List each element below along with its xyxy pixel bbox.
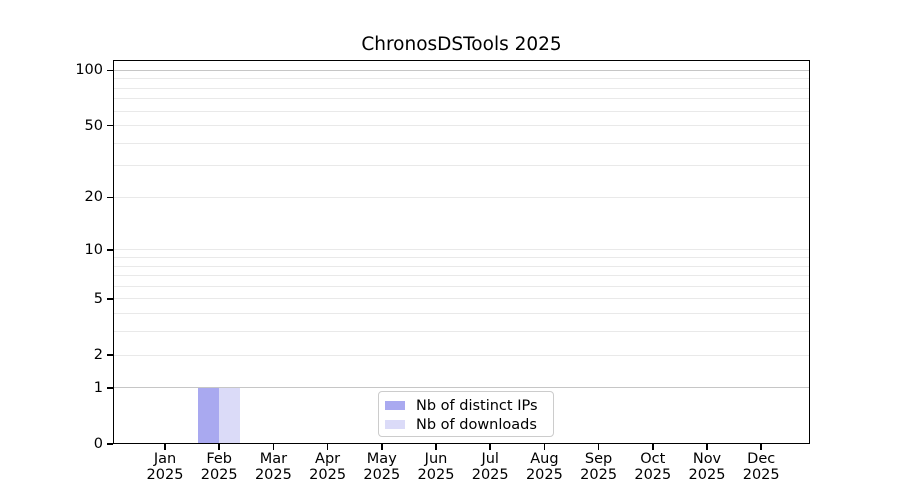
y-gridline-minor [114,265,809,267]
y-gridline-minor [114,125,809,127]
x-axis-tick [326,444,329,450]
x-axis-tick [164,444,166,450]
y-gridline-minor [114,275,809,277]
legend-item: Nb of downloads [385,415,553,434]
legend: Nb of distinct IPs Nb of downloads [378,391,554,437]
x-tick-label-oct: Oct 2025 [621,451,685,483]
x-axis-tick [652,444,654,450]
x-axis-tick [272,444,275,450]
x-tick-year: 2025 [580,466,618,483]
x-tick-month: Jun [424,451,448,467]
y-tick-label: 1 [93,379,103,396]
x-tick-year: 2025 [200,466,238,483]
legend-label: Nb of distinct IPs [416,397,538,414]
x-tick-month: May [366,451,397,467]
y-tick-label: 100 [75,62,103,79]
x-tick-month: Nov [692,451,722,467]
y-gridline-minor [114,87,809,89]
legend-label: Nb of downloads [416,416,537,433]
y-gridline-minor [114,313,809,315]
x-tick-month: Feb [206,451,233,467]
x-tick-year: 2025 [525,466,563,483]
x-tick-label-may: May 2025 [350,451,414,483]
x-axis-tick [706,444,708,450]
y-axis-tick [107,196,113,199]
x-tick-year: 2025 [363,466,401,483]
y-gridline-minor [114,257,809,259]
y-axis-tick [107,124,113,127]
y-axis-tick [107,249,113,251]
x-tick-month: Jan [153,451,177,467]
x-axis-tick [489,444,491,450]
legend-swatch [385,419,405,430]
y-gridline-minor [114,249,809,251]
x-tick-label-mar: Mar 2025 [241,451,305,483]
y-gridline-minor [114,354,809,356]
y-axis-tick [107,298,113,300]
x-tick-label-aug: Aug 2025 [512,451,576,483]
y-axis-tick [107,354,113,356]
x-tick-label-jun: Jun 2025 [404,451,468,483]
x-tick-month: Dec [747,451,776,467]
x-axis-tick [597,444,600,450]
x-tick-label-jan: Jan 2025 [133,451,197,483]
y-gridline-minor [114,98,809,100]
y-tick-label: 20 [84,189,103,206]
x-tick-label-apr: Apr 2025 [296,451,360,483]
x-tick-month: Jul [481,451,499,467]
x-tick-month: Aug [530,451,559,467]
y-tick-label: 0 [93,436,103,452]
x-axis-tick [760,444,762,450]
x-tick-year: 2025 [634,466,672,483]
y-gridline-minor [114,285,809,287]
y-gridline-minor [114,331,809,333]
bar-nb-of-downloads [219,387,241,444]
legend-swatch [385,400,405,411]
x-tick-year: 2025 [417,466,455,483]
x-tick-year: 2025 [742,466,780,483]
y-tick-label: 2 [93,347,103,364]
x-tick-label-sep: Sep 2025 [567,451,631,483]
x-tick-label-feb: Feb 2025 [187,451,251,483]
x-tick-year: 2025 [254,466,292,483]
y-axis-tick [107,443,113,445]
bar-nb-of-distinct-ips [197,387,220,444]
x-tick-label-nov: Nov 2025 [675,451,739,483]
y-tick-label: 50 [84,117,103,134]
y-gridline-minor [114,142,809,144]
x-tick-year: 2025 [688,466,726,483]
y-gridline-minor [114,78,809,80]
x-tick-month: Oct [640,451,666,467]
plot-area [113,60,810,444]
x-axis-tick [435,444,437,450]
y-gridline-minor [114,196,809,198]
y-gridline-major [114,69,809,71]
x-tick-month: Mar [259,451,288,467]
x-tick-month: Apr [315,451,341,467]
chart-title: ChronosDSTools 2025 [361,34,562,55]
x-axis-tick [381,444,383,450]
y-axis-tick [107,69,113,72]
x-tick-label-dec: Dec 2025 [729,451,793,483]
y-axis-tick [107,387,113,389]
y-gridline-minor [114,165,809,167]
x-axis-tick [218,444,220,450]
y-gridline-major [114,387,809,389]
x-tick-year: 2025 [146,466,184,483]
x-tick-year: 2025 [309,466,347,483]
x-axis-tick [543,444,546,450]
y-gridline-minor [114,110,809,112]
x-tick-year: 2025 [471,466,509,483]
x-tick-label-jul: Jul 2025 [458,451,522,483]
x-tick-month: Sep [584,451,613,467]
legend-item: Nb of distinct IPs [385,396,553,415]
y-tick-label: 5 [93,290,103,307]
y-tick-label: 10 [84,241,103,258]
y-gridline-minor [114,298,809,300]
